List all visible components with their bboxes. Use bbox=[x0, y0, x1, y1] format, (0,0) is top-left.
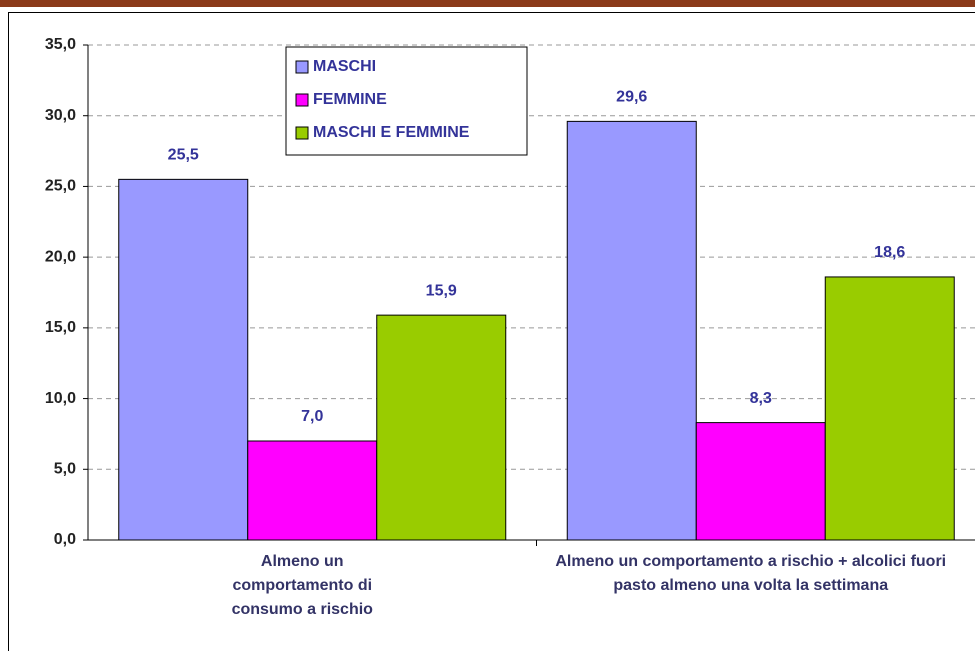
legend-label: MASCHI E FEMMINE bbox=[313, 124, 470, 141]
y-tick-label: 0,0 bbox=[54, 531, 76, 548]
x-tick-label: Almeno un comportamento di consumo a ris… bbox=[231, 553, 373, 618]
value-label: 29,6 bbox=[616, 89, 647, 106]
bar bbox=[695, 422, 826, 541]
x-tick-label: Almeno un comportamento a rischio + alco… bbox=[555, 553, 947, 594]
legend-box bbox=[285, 46, 528, 156]
bar bbox=[247, 440, 378, 541]
bar bbox=[824, 276, 955, 541]
legend-swatch bbox=[295, 93, 309, 107]
legend-swatch bbox=[295, 60, 309, 74]
value-label: 7,0 bbox=[301, 408, 323, 425]
bar bbox=[118, 178, 249, 541]
y-tick-label: 30,0 bbox=[45, 107, 76, 124]
y-tick-label: 5,0 bbox=[54, 461, 76, 478]
legend-label: FEMMINE bbox=[313, 91, 387, 108]
y-tick-label: 15,0 bbox=[45, 319, 76, 336]
y-tick-label: 35,0 bbox=[45, 36, 76, 53]
y-tick-label: 10,0 bbox=[45, 390, 76, 407]
top-band bbox=[0, 0, 975, 7]
y-tick-label: 20,0 bbox=[45, 248, 76, 265]
value-label: 25,5 bbox=[168, 147, 199, 164]
bar bbox=[566, 120, 697, 541]
value-label: 15,9 bbox=[426, 282, 457, 299]
legend-label: MASCHI bbox=[313, 58, 376, 75]
y-tick-label: 25,0 bbox=[45, 178, 76, 195]
value-label: 8,3 bbox=[750, 390, 772, 407]
value-label: 18,6 bbox=[874, 244, 905, 261]
bar bbox=[376, 314, 507, 541]
legend-swatch bbox=[295, 126, 309, 140]
